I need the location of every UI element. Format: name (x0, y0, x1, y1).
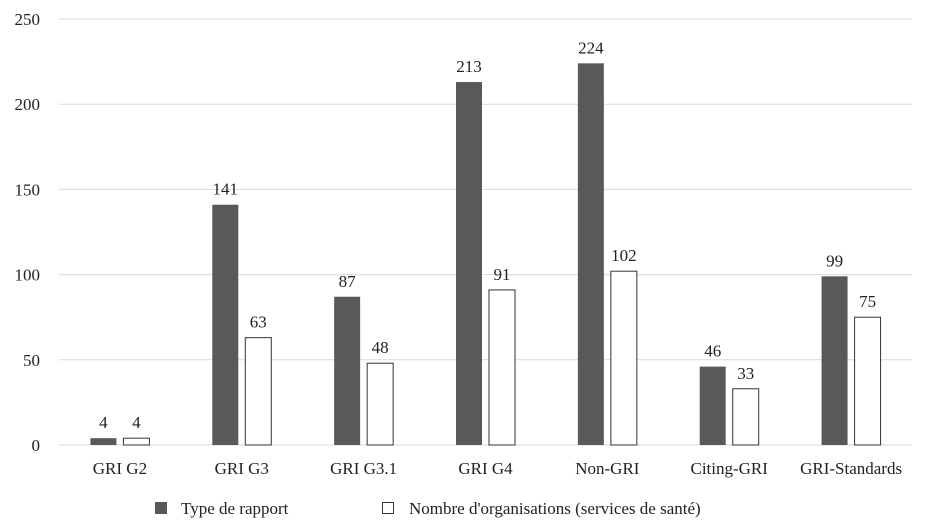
bar-type-de-rapport (90, 438, 117, 445)
bar-nombre-organisations (610, 270, 638, 446)
bar-type-de-rapport (212, 204, 239, 445)
x-tick-label: Non-GRI (575, 459, 640, 478)
x-tick-label: GRI G2 (93, 459, 147, 478)
x-tick-label: GRI-Standards (800, 459, 902, 478)
data-labels: 4 4 141 63 87 48 213 91 224 102 46 33 99 75 (99, 38, 876, 432)
bar-nombre-organisations (366, 362, 394, 446)
legend-label-type-de-rapport: Type de rapport (181, 499, 289, 518)
legend-swatch-nombre-organisations (382, 502, 394, 514)
data-label: 213 (456, 57, 482, 76)
legend: Type de rapport Nombre d'organisations (s… (155, 499, 701, 518)
data-label: 75 (859, 292, 876, 311)
bar-nombre-organisations (244, 337, 272, 446)
bar-type-de-rapport (699, 366, 726, 445)
data-label: 224 (578, 38, 604, 57)
data-label: 87 (339, 272, 357, 291)
bar-type-de-rapport (577, 63, 604, 445)
bar-nombre-organisations (854, 316, 882, 446)
bar-type-de-rapport (334, 296, 361, 445)
data-label: 4 (132, 413, 141, 432)
bar-nombre-organisations (732, 388, 760, 446)
y-tick-label: 150 (15, 180, 41, 199)
data-label: 46 (704, 342, 721, 361)
data-label: 102 (611, 246, 637, 265)
gridlines (59, 18, 912, 446)
data-label: 33 (737, 364, 754, 383)
y-axis-tick-labels: 0 50 100 150 200 250 (15, 10, 41, 455)
data-label: 91 (494, 265, 511, 284)
x-tick-label: GRI G3.1 (330, 459, 397, 478)
y-tick-label: 200 (15, 95, 41, 114)
y-tick-label: 100 (15, 266, 41, 285)
y-tick-label: 50 (23, 351, 40, 370)
x-tick-label: Citing-GRI (690, 459, 768, 478)
data-label: 63 (250, 313, 267, 332)
bar-nombre-organisations (122, 437, 150, 446)
legend-swatch-type-de-rapport (155, 502, 167, 514)
legend-label-nombre-organisations: Nombre d'organisations (services de sant… (409, 499, 701, 518)
bar-type-de-rapport (821, 276, 848, 445)
bar-nombre-organisations (488, 289, 516, 446)
x-tick-label: GRI G4 (458, 459, 513, 478)
x-axis-tick-labels: GRI G2 GRI G3 GRI G3.1 GRI G4 Non-GRI Citing-… (93, 459, 902, 478)
y-tick-label: 0 (32, 436, 41, 455)
data-label: 141 (213, 180, 239, 199)
x-tick-label: GRI G3 (215, 459, 269, 478)
data-label: 99 (826, 251, 843, 270)
bar-type-de-rapport (456, 82, 482, 445)
y-tick-label: 250 (15, 10, 41, 29)
data-label: 4 (99, 413, 108, 432)
data-label: 48 (372, 338, 389, 357)
bars (90, 63, 882, 446)
